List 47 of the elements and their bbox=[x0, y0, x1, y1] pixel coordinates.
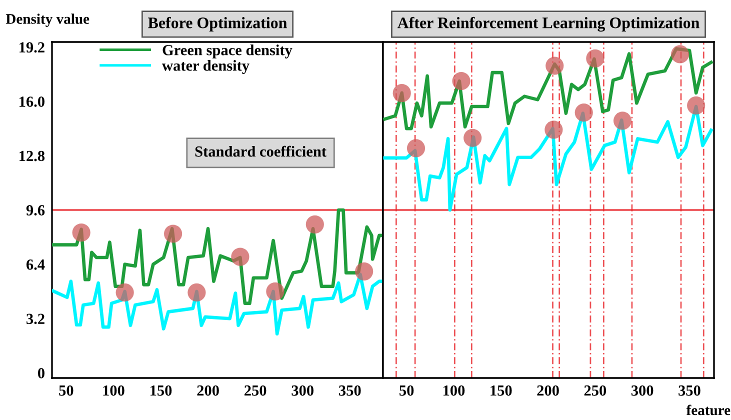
point bbox=[188, 283, 206, 302]
point bbox=[464, 128, 482, 147]
x-tick-label: 200 bbox=[537, 385, 559, 396]
chart-title: After Reinforcement Learning Optimization bbox=[397, 16, 700, 32]
y-tick-label: 0 bbox=[38, 368, 44, 378]
legend-label: Green space density bbox=[162, 44, 292, 58]
point bbox=[406, 139, 426, 158]
point bbox=[687, 96, 706, 115]
y-tick-label: 12.8 bbox=[20, 150, 45, 162]
legend-label: water density bbox=[162, 60, 250, 74]
point bbox=[116, 283, 134, 302]
point bbox=[306, 215, 324, 234]
x-tick-label: 250 bbox=[244, 385, 266, 396]
annotation: Standard coefficient bbox=[195, 146, 326, 157]
x-tick-label: 100 bbox=[103, 385, 124, 396]
y-tick-label: 6.4 bbox=[26, 259, 45, 270]
point bbox=[452, 72, 470, 90]
y-tick-label: 9.6 bbox=[26, 205, 45, 216]
y-tick-label: 3.2 bbox=[26, 314, 44, 324]
x-tick-label: 200 bbox=[197, 385, 219, 396]
y-axis-title: Density value bbox=[6, 14, 90, 27]
point bbox=[670, 45, 690, 64]
y-tick-label: 19.2 bbox=[20, 42, 44, 53]
point bbox=[613, 112, 632, 130]
point bbox=[574, 104, 593, 122]
x-tick-label: 300 bbox=[292, 385, 314, 396]
chart-title: Before Optimization bbox=[148, 16, 287, 32]
y-tick-label: 16.0 bbox=[20, 96, 44, 107]
point bbox=[586, 49, 604, 68]
x-tick-label: 250 bbox=[584, 385, 606, 396]
x-tick-label: 150 bbox=[490, 385, 512, 396]
point bbox=[231, 248, 250, 266]
x-tick-label: 350 bbox=[678, 385, 700, 396]
point bbox=[164, 224, 182, 243]
point bbox=[266, 282, 284, 301]
x-tick-label: 150 bbox=[150, 385, 172, 396]
point bbox=[355, 262, 374, 280]
point bbox=[392, 84, 411, 102]
x-tick-label: 350 bbox=[339, 385, 361, 396]
x-axis-title: feature bbox=[686, 404, 730, 416]
point bbox=[544, 120, 563, 139]
point bbox=[546, 56, 564, 75]
x-tick-label: 300 bbox=[631, 385, 654, 396]
x-tick-label: 50 bbox=[400, 385, 414, 396]
x-tick-label: 100 bbox=[443, 385, 465, 396]
point bbox=[72, 224, 90, 242]
x-tick-label: 50 bbox=[59, 385, 74, 396]
